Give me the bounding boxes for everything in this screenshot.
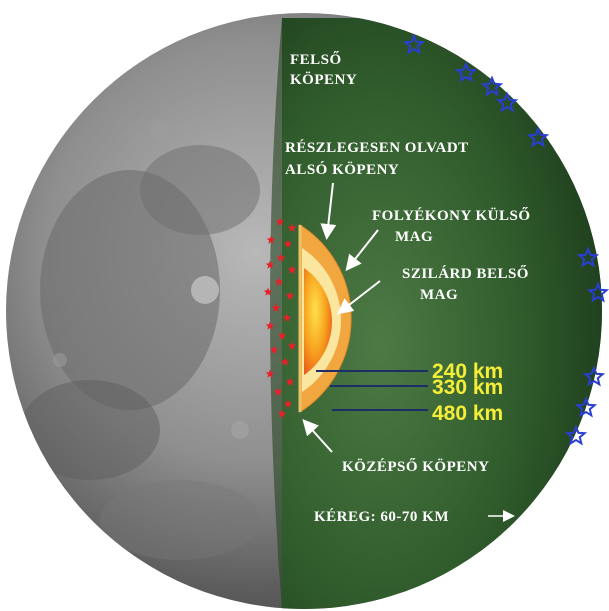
arrow-icon bbox=[336, 280, 381, 315]
red-star-icon bbox=[273, 387, 283, 396]
blue-star-icon bbox=[574, 396, 598, 418]
red-star-icon bbox=[280, 357, 290, 366]
mantle-cutaway bbox=[282, 18, 602, 609]
red-star-icon bbox=[274, 277, 284, 286]
distance-240: 240 km bbox=[432, 360, 503, 383]
red-star-icon bbox=[266, 235, 276, 244]
red-star-icon bbox=[283, 399, 293, 408]
arrow-icon bbox=[302, 419, 333, 453]
blue-star-icon bbox=[480, 75, 504, 97]
distance-480: 480 km bbox=[432, 402, 503, 425]
red-star-icon bbox=[277, 409, 287, 418]
red-star-icon bbox=[265, 369, 275, 378]
red-star-icon bbox=[283, 239, 293, 248]
deep-quake-markers bbox=[263, 217, 297, 418]
blue-star-icon bbox=[495, 91, 519, 113]
crust-label: KÉREG: 60-70 KM bbox=[314, 508, 449, 525]
middle-mantle-label: KÖZÉPSŐ KÖPENY bbox=[342, 458, 489, 475]
partial-melt-label: RÉSZLEGESEN OLVADT bbox=[285, 139, 469, 156]
red-star-icon bbox=[287, 265, 297, 274]
arrow-icon bbox=[345, 229, 379, 272]
red-star-icon bbox=[269, 345, 279, 354]
red-star-icon bbox=[285, 377, 295, 386]
arrow-icon bbox=[320, 182, 337, 240]
outer-core-label: MAG bbox=[395, 229, 433, 245]
inner-core-label: MAG bbox=[420, 287, 458, 303]
red-star-icon bbox=[287, 341, 297, 350]
inner-core-label: SZILÁRD BELSŐ bbox=[402, 265, 529, 282]
red-star-icon bbox=[275, 217, 285, 226]
red-star-icon bbox=[265, 321, 275, 330]
red-star-icon bbox=[276, 253, 286, 262]
moon-maria bbox=[20, 18, 602, 609]
distance-330: 330 km bbox=[432, 376, 503, 399]
red-star-icon bbox=[263, 287, 273, 296]
blue-star-icon bbox=[454, 61, 478, 83]
red-star-icon bbox=[282, 313, 292, 322]
blue-star-icon bbox=[526, 126, 550, 148]
red-star-icon bbox=[287, 223, 297, 232]
red-star-icon bbox=[271, 303, 281, 312]
partial-melt-label: ALSÓ KÖPENY bbox=[285, 161, 399, 178]
blue-star-icon bbox=[586, 281, 609, 303]
red-star-icon bbox=[277, 331, 287, 340]
blue-star-icon bbox=[564, 424, 588, 446]
red-star-icon bbox=[285, 291, 295, 300]
solid-inner-core bbox=[304, 268, 332, 375]
upper-mantle-label: KÖPENY bbox=[290, 71, 357, 88]
upper-mantle-label: FELSŐ bbox=[290, 51, 342, 68]
blue-star-icon bbox=[576, 246, 600, 268]
blue-star-icon bbox=[582, 365, 606, 387]
blue-star-icon bbox=[402, 33, 426, 55]
shallow-quake-markers bbox=[402, 33, 609, 446]
outer-core-label: FOLYÉKONY KÜLSŐ bbox=[372, 207, 531, 224]
red-star-icon bbox=[265, 260, 275, 269]
